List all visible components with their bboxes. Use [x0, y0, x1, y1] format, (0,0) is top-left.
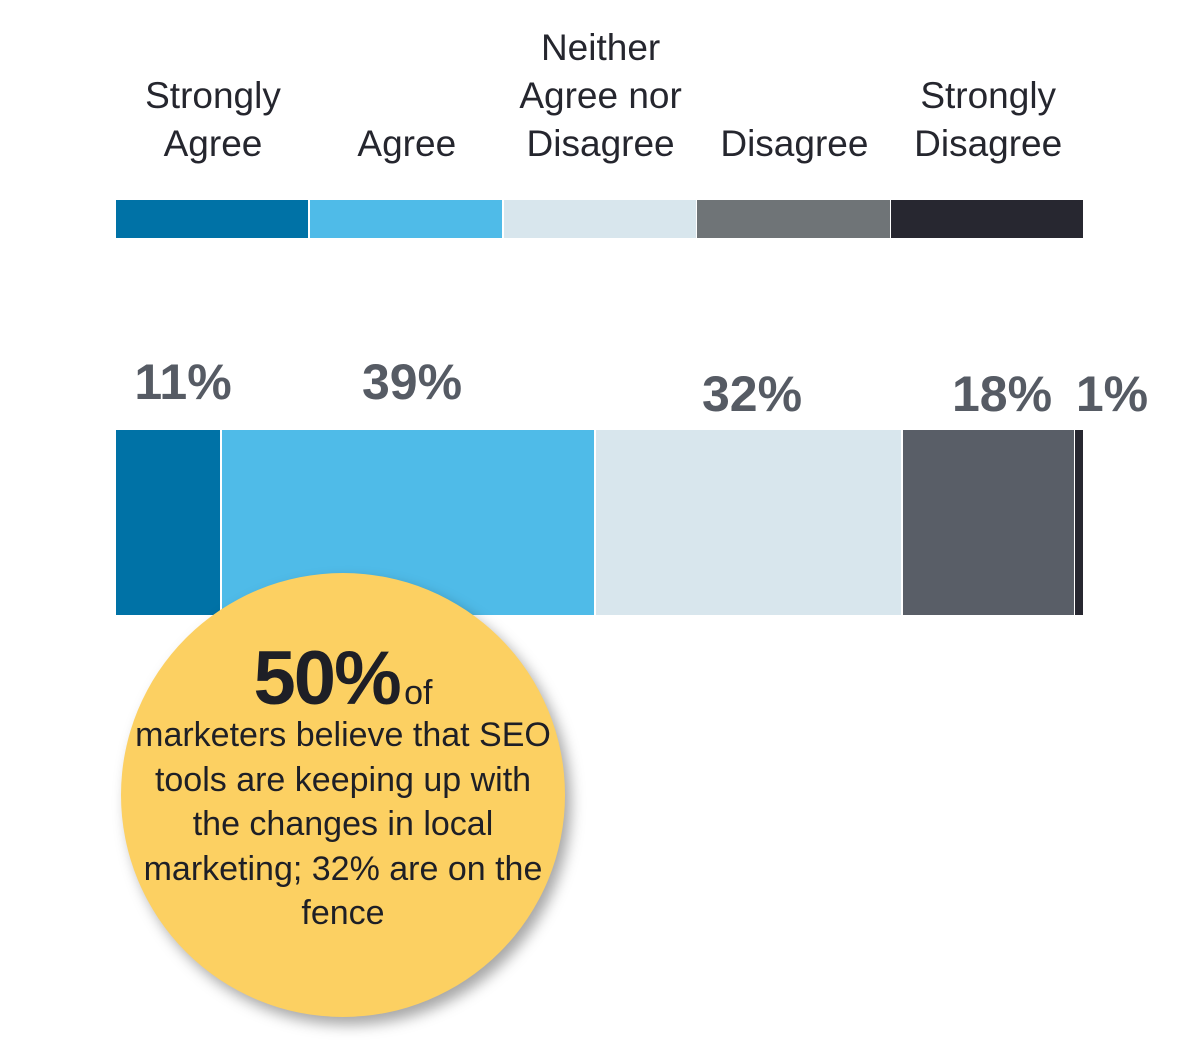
value-label: 18% [951, 366, 1053, 422]
value-label: 1% [1075, 366, 1149, 422]
legend-label: Agree [357, 123, 457, 164]
callout-text: marketers believe that SEO tools are kee… [135, 716, 551, 932]
value-label: 11% [134, 354, 232, 410]
legend-swatch [116, 200, 309, 238]
callout-headline: 50% [253, 636, 402, 721]
legend-label: Strongly Agree [145, 75, 281, 164]
value-label: 39% [361, 354, 463, 410]
bar-segment [902, 430, 1074, 615]
value-label: 32% [701, 366, 803, 422]
legend-label: Disagree [720, 123, 869, 164]
bar-segment [595, 430, 902, 615]
legend-label: Strongly Disagree [914, 75, 1063, 164]
bar-segment [1075, 430, 1084, 615]
callout-bubble: 50% of marketers believe that SEO tools … [121, 573, 565, 1017]
legend-swatch [309, 200, 503, 238]
callout-headline-suffix: of [404, 674, 433, 712]
legend-swatch [503, 200, 696, 238]
callout-headline-row: 50% of [121, 635, 565, 722]
legend-swatch [891, 200, 1084, 238]
legend-swatch [697, 200, 890, 238]
legend-label: Neither Agree nor Disagree [519, 27, 682, 164]
bar-segment [116, 430, 221, 615]
